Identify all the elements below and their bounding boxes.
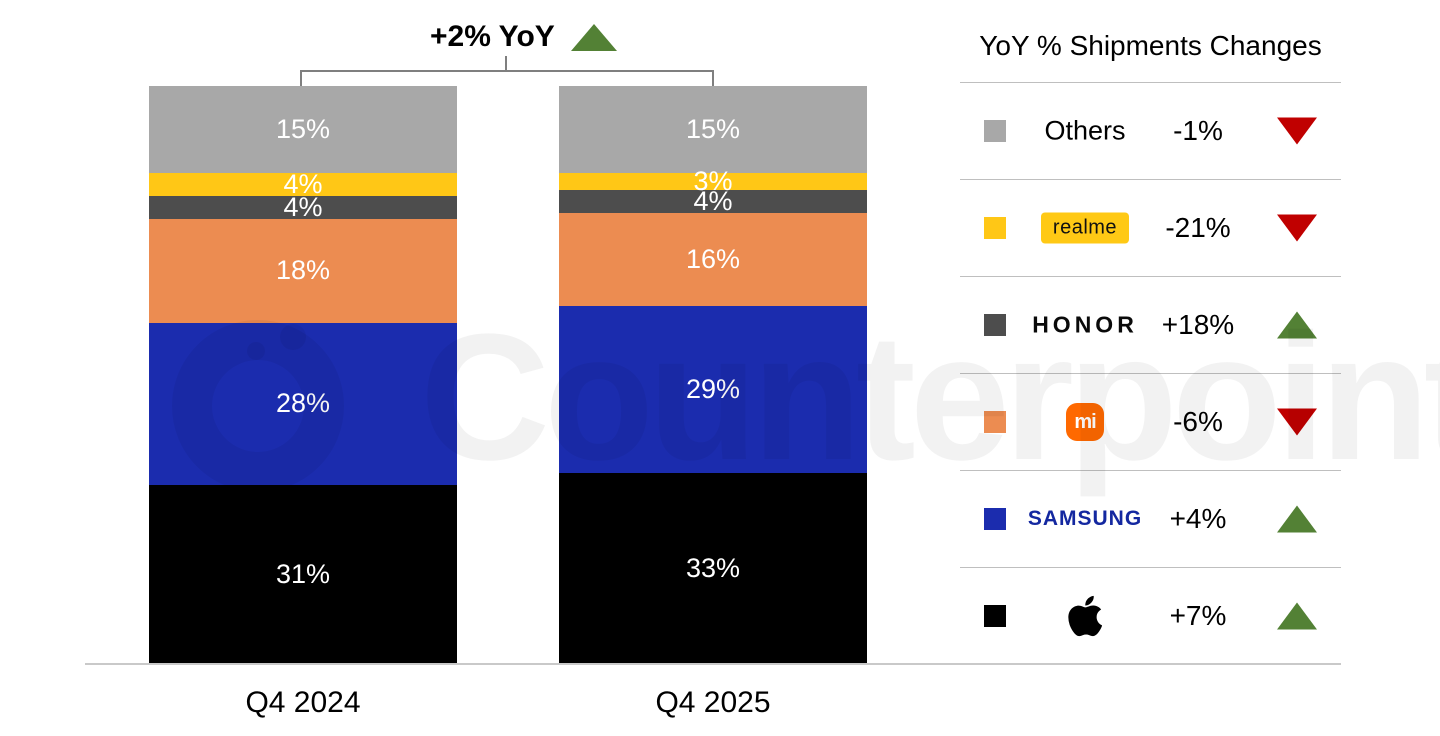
- xiaomi-change: -6%: [1173, 406, 1223, 437]
- yoy-up-triangle-icon: [570, 23, 617, 51]
- samsung-change: +4%: [1169, 503, 1227, 534]
- bracket-stem: [505, 56, 507, 71]
- legend-title: YoY % Shipments Changes: [960, 24, 1341, 83]
- apple-trend-icon: [1277, 602, 1317, 630]
- bar-segment-samsung: 28%: [149, 322, 457, 485]
- legend-row-honor: HONOR +18%: [960, 277, 1341, 374]
- legend-panel: YoY % Shipments Changes Others -1% realm…: [960, 24, 1341, 664]
- segment-value-label: 33%: [685, 553, 741, 584]
- samsung-swatch: [984, 508, 1006, 530]
- bar-segment-others: 15%: [149, 86, 457, 173]
- x-axis-label-q4-2024: Q4 2024: [245, 686, 361, 719]
- legend-row-others: Others -1%: [960, 83, 1341, 180]
- realme-logo: realme: [1040, 212, 1130, 244]
- apple-logo-icon: [1068, 595, 1102, 637]
- yoy-label: +2% YoY: [430, 20, 555, 53]
- xiaomi-swatch: [984, 411, 1006, 433]
- honor-trend-icon: [1277, 311, 1317, 339]
- segment-value-label: 31%: [275, 558, 331, 589]
- bar-segment-realme: 3%: [559, 167, 867, 194]
- legend-row-realme: realme -21%: [960, 180, 1341, 277]
- xiaomi-logo-icon: mi: [1066, 403, 1104, 441]
- stacked-bar-q4-2025: 15% 3% 4% 16% 29% 33%: [559, 86, 867, 664]
- x-axis-line: [85, 663, 1341, 665]
- honor-change: +18%: [1161, 309, 1235, 340]
- segment-value-label: 15%: [275, 113, 331, 144]
- realme-swatch: [984, 217, 1006, 239]
- others-trend-icon: [1277, 117, 1317, 145]
- yoy-annotation: +2% YoY: [430, 22, 617, 52]
- others-label: Others: [1044, 115, 1126, 146]
- bar-segment-honor: 4%: [559, 186, 867, 217]
- bar-segment-others: 15%: [559, 86, 867, 173]
- bar-segment-xiaomi: 16%: [559, 213, 867, 306]
- stacked-bar-q4-2024: 15% 4% 4% 18% 28% 31%: [149, 86, 457, 664]
- others-swatch: [984, 120, 1006, 142]
- apple-swatch: [984, 605, 1006, 627]
- segment-value-label: 4%: [693, 186, 733, 217]
- legend-row-apple: +7%: [960, 568, 1341, 664]
- bracket-connector: [300, 70, 714, 87]
- bar-segment-apple: 31%: [149, 484, 457, 664]
- segment-value-label: 16%: [685, 243, 741, 274]
- bar-segment-honor: 4%: [149, 191, 457, 222]
- apple-change: +7%: [1169, 600, 1227, 631]
- segment-value-label: 4%: [283, 168, 323, 199]
- segment-value-label: 4%: [283, 191, 323, 222]
- x-axis-label-q4-2025: Q4 2025: [655, 686, 771, 719]
- realme-trend-icon: [1277, 214, 1317, 242]
- legend-row-samsung: SAMSUNG +4%: [960, 471, 1341, 568]
- segment-value-label: 15%: [685, 113, 741, 144]
- segment-value-label: 29%: [685, 373, 741, 404]
- others-change: -1%: [1173, 115, 1223, 146]
- bar-segment-xiaomi: 18%: [149, 218, 457, 323]
- realme-change: -21%: [1165, 212, 1231, 243]
- honor-logo: HONOR: [1032, 311, 1138, 338]
- bar-segment-samsung: 29%: [559, 305, 867, 474]
- xiaomi-trend-icon: [1277, 408, 1317, 436]
- segment-value-label: 3%: [693, 165, 733, 196]
- samsung-logo: SAMSUNG: [1027, 507, 1143, 530]
- segment-value-label: 28%: [275, 388, 331, 419]
- segment-value-label: 18%: [275, 255, 331, 286]
- bar-segment-realme: 4%: [149, 168, 457, 199]
- legend-row-xiaomi: mi -6%: [960, 374, 1341, 471]
- honor-swatch: [984, 314, 1006, 336]
- samsung-trend-icon: [1277, 505, 1317, 533]
- bar-segment-apple: 33%: [559, 473, 867, 664]
